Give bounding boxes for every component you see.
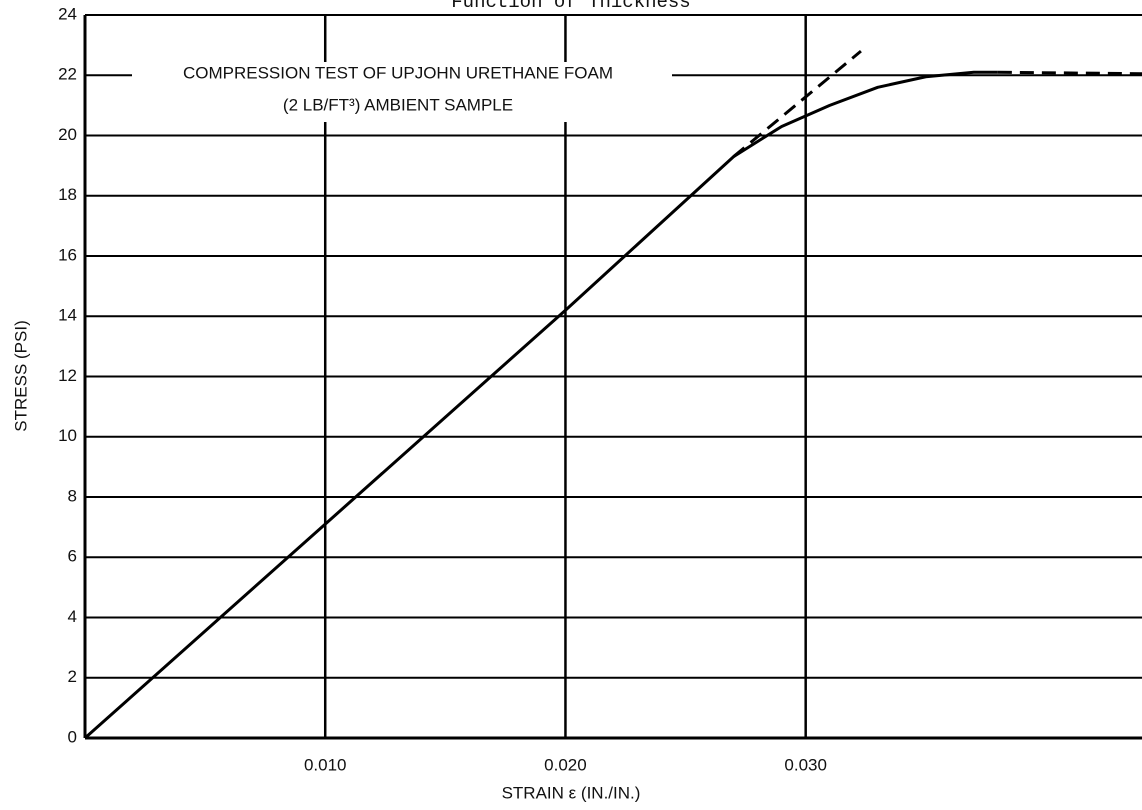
x-tick-label: 0.010 bbox=[304, 755, 347, 774]
annotation-background bbox=[132, 62, 672, 122]
x-tick-label: 0.030 bbox=[784, 755, 827, 774]
y-axis-label: STRESS (PSI) bbox=[11, 320, 30, 431]
annotation: COMPRESSION TEST OF UPJOHN URETHANE FOAM bbox=[183, 63, 613, 82]
y-tick-label: 18 bbox=[58, 185, 77, 204]
y-tick-label: 10 bbox=[58, 426, 77, 445]
y-tick-label: 8 bbox=[68, 486, 77, 505]
data-line bbox=[84, 70, 998, 740]
y-tick-label: 22 bbox=[58, 65, 77, 84]
chart-title: Function of Thickness bbox=[451, 0, 690, 13]
y-tick-label: 20 bbox=[58, 125, 77, 144]
data-line bbox=[732, 49, 862, 158]
annotation: (2 LB/FT³) AMBIENT SAMPLE bbox=[283, 95, 513, 114]
x-tick-label: 0.020 bbox=[544, 755, 587, 774]
y-tick-label: 24 bbox=[58, 4, 77, 23]
y-tick-label: 16 bbox=[58, 245, 77, 264]
y-tick-label: 2 bbox=[68, 667, 77, 686]
y-tick-label: 12 bbox=[58, 366, 77, 385]
y-tick-label: 4 bbox=[68, 607, 77, 626]
y-tick-label: 0 bbox=[68, 727, 77, 746]
y-tick-label: 6 bbox=[68, 547, 77, 566]
data-line bbox=[997, 70, 1142, 76]
x-axis-label: STRAIN ε (IN./IN.) bbox=[502, 783, 641, 802]
y-tick-label: 14 bbox=[58, 306, 77, 325]
